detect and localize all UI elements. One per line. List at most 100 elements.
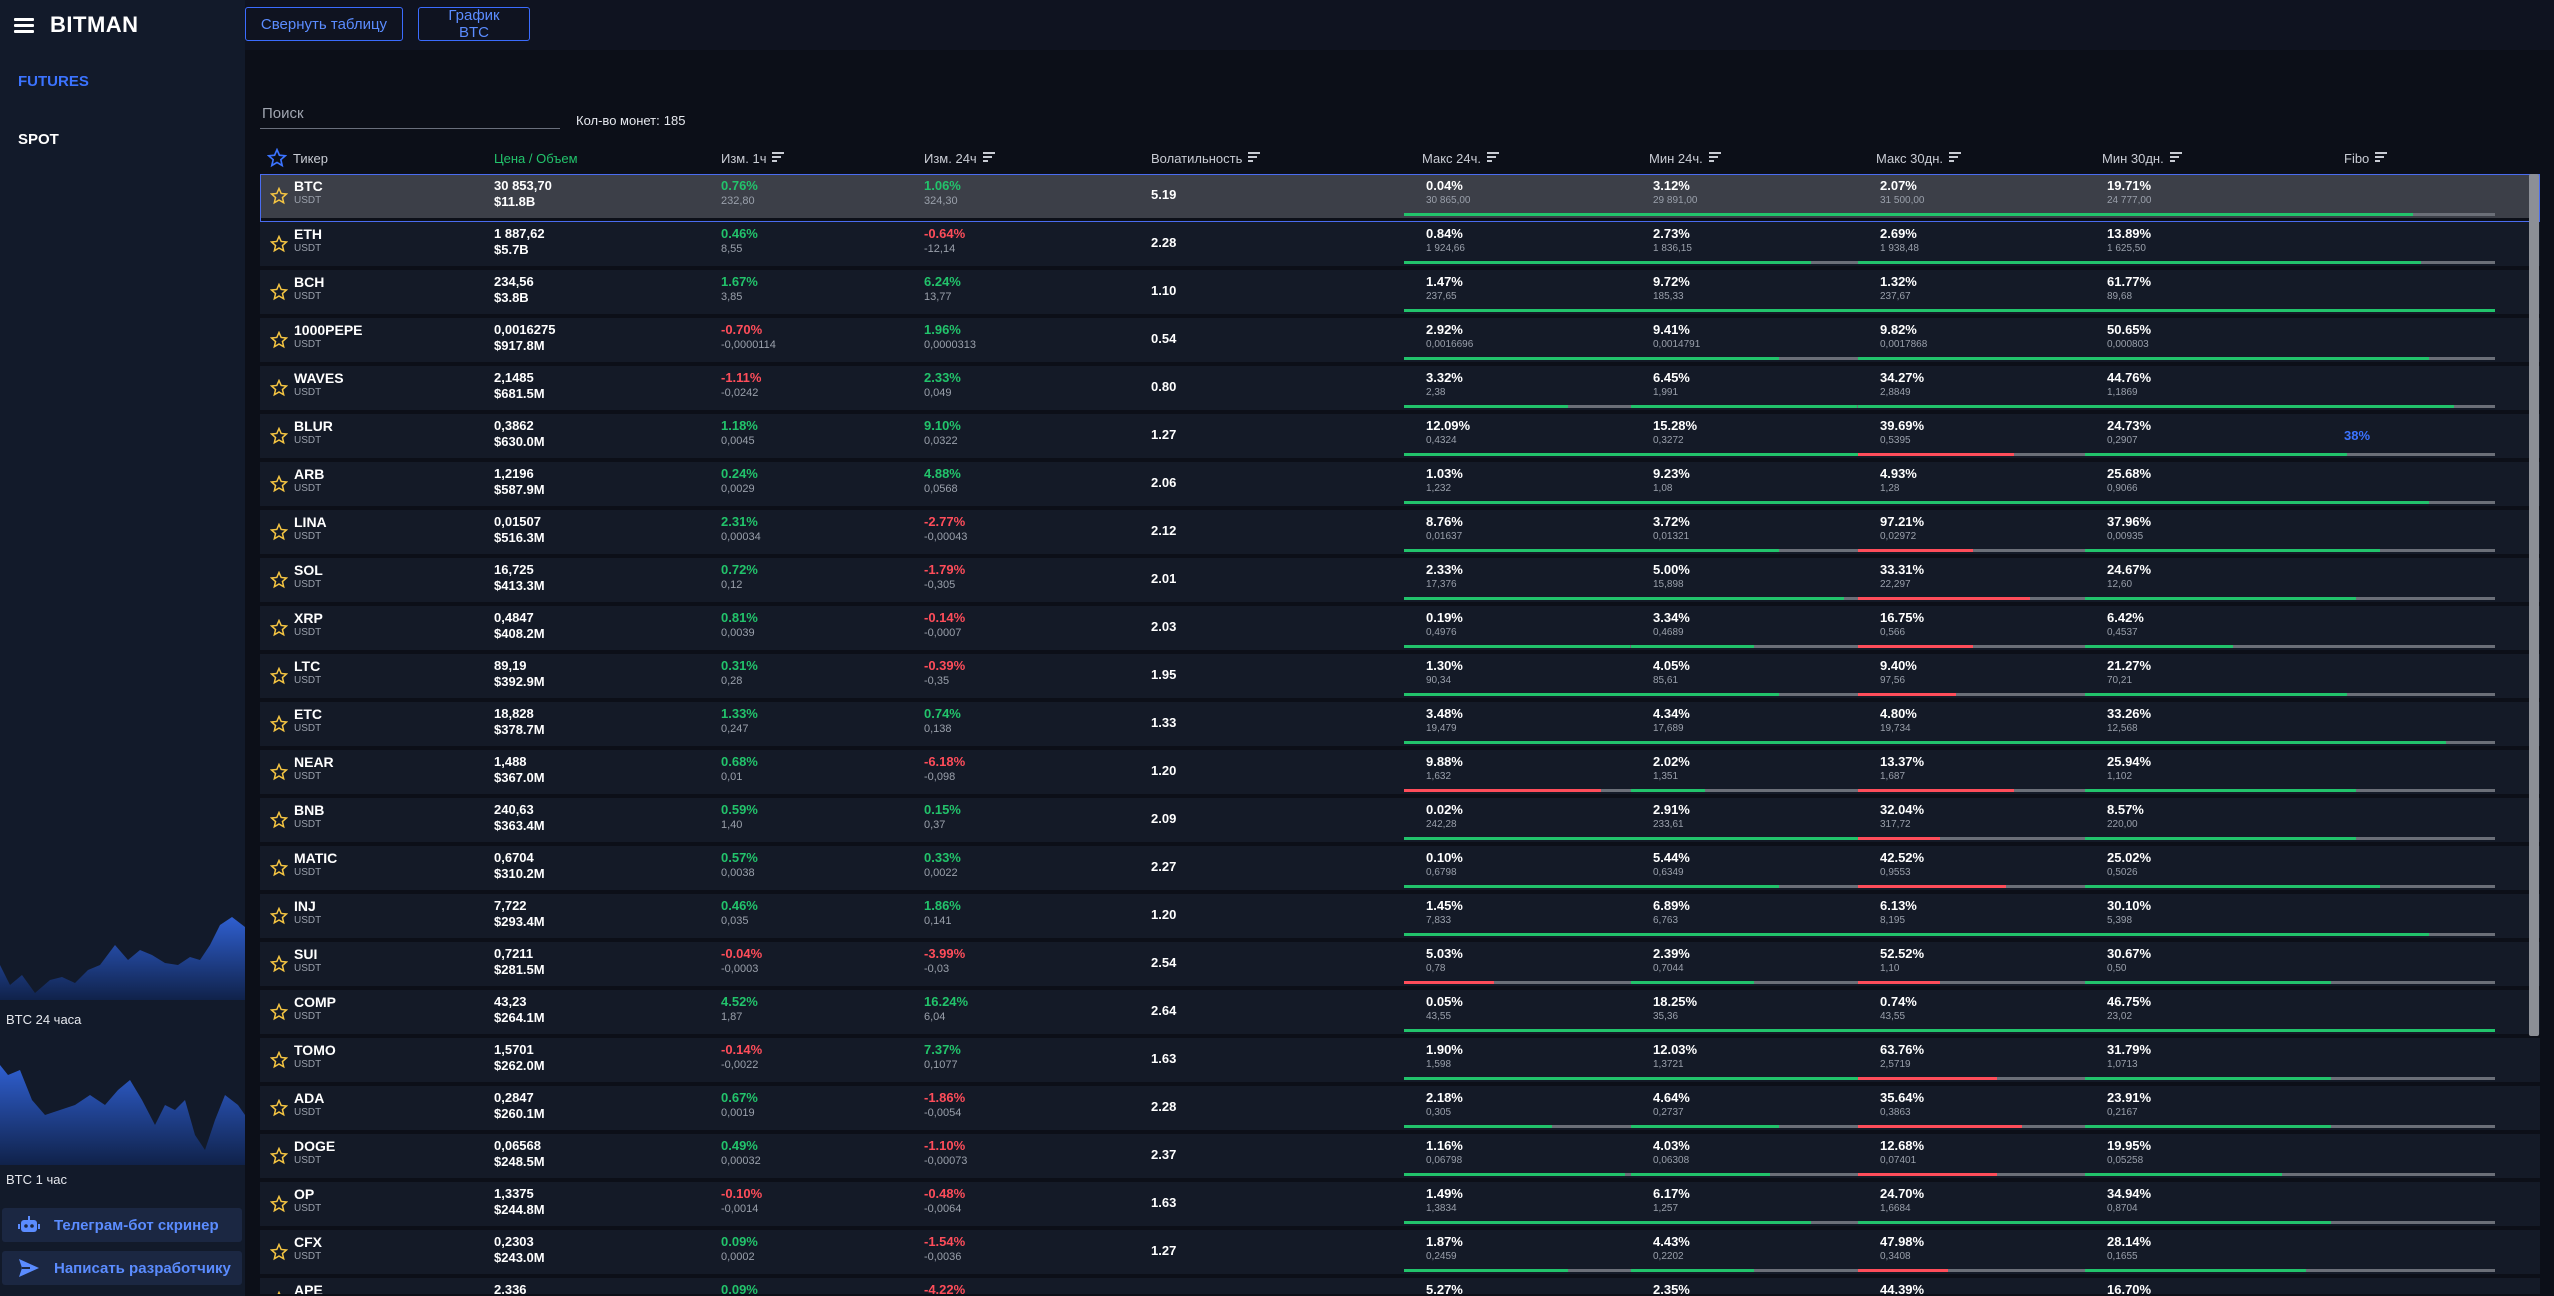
favorite-star-icon[interactable] — [270, 379, 288, 397]
table-row[interactable]: ADA USDT 0,2847 $260.1M 0.67% 0,0019 -1.86% -0,… — [260, 1086, 2540, 1134]
table-row[interactable]: APEUSDT 2,336 0.09% -4.22% 1.36 5.27% 2.35% 44.… — [260, 1278, 2540, 1294]
column-min-24h-label: Мин 24ч. — [1649, 150, 1703, 166]
favorite-star-icon[interactable] — [270, 955, 288, 973]
column-max-30d[interactable]: Макс 30дн. — [1876, 143, 1961, 173]
favorite-star-icon[interactable] — [270, 187, 288, 205]
favorites-star-icon[interactable] — [267, 148, 287, 168]
table-row[interactable]: LTC USDT 89,19 $392.9M 0.31% 0,28 -0.39% -0,35 1… — [260, 654, 2540, 702]
favorite-star-icon[interactable] — [270, 427, 288, 445]
table-row[interactable]: XRP USDT 0,4847 $408.2M 0.81% 0,0039 -0.14% -0,… — [260, 606, 2540, 654]
favorite-star-icon[interactable] — [270, 1003, 288, 1021]
column-min-30d[interactable]: Мин 30дн. — [2102, 143, 2182, 173]
table-row[interactable]: SUI USDT 0,7211 $281.5M -0.04% -0,0003 -3.99% -… — [260, 942, 2540, 990]
min-30d-cell: 16.70% — [2085, 1282, 2495, 1294]
favorite-star-icon[interactable] — [270, 763, 288, 781]
table-row[interactable]: BCH USDT 234,56 $3.8B 1.67% 3,85 6.24% 13,77 1.1… — [260, 270, 2540, 318]
volume: $681.5M — [494, 386, 545, 401]
volume: $293.4M — [494, 914, 545, 929]
column-fibo[interactable]: Fibo — [2344, 143, 2388, 173]
favorite-star-icon[interactable] — [270, 1195, 288, 1213]
favorite-star-icon[interactable] — [270, 571, 288, 589]
min-24h-range-fill — [1631, 1125, 1779, 1128]
max-24h-range-fill — [1404, 309, 1798, 312]
favorite-star-icon[interactable] — [270, 715, 288, 733]
table-row[interactable]: SOL USDT 16,725 $413.3M 0.72% 0,12 -1.79% -0,30… — [260, 558, 2540, 606]
table-row[interactable]: NEAR USDT 1,488 $367.0M 0.68% 0,01 -6.18% -0,09… — [260, 750, 2540, 798]
table-row[interactable]: BTC USDT 30 853,70 $11.8B 0.76% 232,80 1.06% 32… — [260, 174, 2540, 223]
price: 0,0016275 — [494, 322, 556, 337]
price: 0,2847 — [494, 1090, 534, 1105]
price-cell: 18,828 $378.7M — [494, 706, 545, 737]
telegram-bot-button[interactable]: Телеграм-бот скринер — [2, 1208, 242, 1242]
favorite-star-icon[interactable] — [270, 907, 288, 925]
column-change-24h[interactable]: Изм. 24ч — [924, 143, 995, 173]
favorite-star-icon[interactable] — [270, 1147, 288, 1165]
table-row[interactable]: MATIC USDT 0,6704 $310.2M 0.57% 0,0038 0.33% 0,… — [260, 846, 2540, 894]
menu-icon[interactable] — [14, 17, 34, 33]
favorite-star-icon[interactable] — [270, 859, 288, 877]
max-30d-value: 0,3863 — [1880, 1107, 1911, 1118]
collapse-table-button[interactable]: Свернуть таблицу — [245, 7, 403, 41]
favorite-star-icon[interactable] — [270, 619, 288, 637]
favorite-star-icon[interactable] — [270, 331, 288, 349]
table-row[interactable]: WAVES USDT 2,1485 $681.5M -1.11% -0,0242 2.33%… — [260, 366, 2540, 414]
table-row[interactable]: ETH USDT 1 887,62 $5.7B 0.46% 8,55 -0.64% -12,1… — [260, 222, 2540, 270]
min-24h-cell: 2.35% — [1631, 1282, 2041, 1294]
table-row[interactable]: INJ USDT 7,722 $293.4M 0.46% 0,035 1.86% 0,141 1… — [260, 894, 2540, 942]
table-row[interactable]: OP USDT 1,3375 $244.8M -0.10% -0,0014 -0.48% -0… — [260, 1182, 2540, 1230]
table-row[interactable]: BNB USDT 240,63 $363.4M 0.59% 1,40 0.15% 0,37 2.… — [260, 798, 2540, 846]
column-min-24h[interactable]: Мин 24ч. — [1649, 143, 1721, 173]
favorite-star-icon[interactable] — [270, 523, 288, 541]
ticker-quote: USDT — [294, 723, 322, 734]
table-row[interactable]: DOGE USDT 0,06568 $248.5M 0.49% 0,00032 -1.10%… — [260, 1134, 2540, 1182]
change-24h-abs: 0,0000313 — [924, 339, 976, 351]
favorite-star-icon[interactable] — [270, 1099, 288, 1117]
table-scrollbar[interactable] — [2529, 174, 2539, 1036]
table-row[interactable]: ARB USDT 1,2196 $587.9M 0.24% 0,0029 4.88% 0,05… — [260, 462, 2540, 510]
min-24h-range-bar — [1631, 501, 2041, 504]
write-developer-button[interactable]: Написать разработчику — [2, 1251, 242, 1285]
column-price[interactable]: Цена / Объем — [494, 143, 578, 173]
favorite-star-icon[interactable] — [270, 283, 288, 301]
max-24h-range-fill — [1404, 261, 1806, 264]
btc-chart-button[interactable]: График BTC — [418, 7, 530, 41]
search-input[interactable] — [260, 98, 564, 128]
favorite-star-icon[interactable] — [270, 667, 288, 685]
max-24h-range-bar — [1404, 309, 1814, 312]
table-row[interactable]: BLUR USDT 0,3862 $630.0M 1.18% 0,0045 9.10% 0,0… — [260, 414, 2540, 462]
max-30d-pct: 4.93% — [1880, 466, 1917, 481]
price-cell: 1,488 $367.0M — [494, 754, 545, 785]
max-24h-range-bar — [1404, 1125, 1814, 1128]
max-30d-range-fill — [1858, 357, 2113, 360]
favorite-star-icon[interactable] — [270, 235, 288, 253]
favorite-star-icon[interactable] — [270, 1243, 288, 1261]
column-ticker[interactable]: Тикер — [267, 143, 328, 173]
table-row[interactable]: CFX USDT 0,2303 $243.0M 0.09% 0,0002 -1.54% -0,… — [260, 1230, 2540, 1278]
favorite-star-icon[interactable] — [270, 1051, 288, 1069]
min-30d-range-fill — [2085, 981, 2331, 984]
min-24h-range-fill — [1631, 453, 1910, 456]
favorite-star-icon[interactable] — [270, 475, 288, 493]
favorite-star-icon[interactable] — [270, 811, 288, 829]
change-24h-cell: -0.48% -0,0064 — [924, 1186, 965, 1215]
max-30d-value: 8,195 — [1880, 915, 1906, 926]
min-24h-cell: 6.89% 6,763 — [1631, 898, 2041, 938]
change-1h-cell: 0.09% 0,0002 — [721, 1234, 758, 1263]
column-change-1h[interactable]: Изм. 1ч — [721, 143, 785, 173]
favorite-star-icon[interactable] — [270, 1291, 288, 1294]
table-row[interactable]: LINA USDT 0,01507 $516.3M 2.31% 0,00034 -2.77%… — [260, 510, 2540, 558]
min-24h-pct: 4.05% — [1653, 658, 1690, 673]
nav-item-futures[interactable]: FUTURES — [18, 73, 89, 90]
min-24h-cell: 2.91% 233,61 — [1631, 802, 2041, 842]
table-row[interactable]: TOMO USDT 1,5701 $262.0M -0.14% -0,0022 7.37% 0… — [260, 1038, 2540, 1086]
max-24h-cell: 1.47% 237,65 — [1404, 274, 1814, 314]
table-row[interactable]: COMP USDT 43,23 $264.1M 4.52% 1,87 16.24% 6,04 2… — [260, 990, 2540, 1038]
column-max-24h[interactable]: Макс 24ч. — [1422, 143, 1499, 173]
table-row[interactable]: ETC USDT 18,828 $378.7M 1.33% 0,247 0.74% 0,138… — [260, 702, 2540, 750]
nav-item-spot[interactable]: SPOT — [18, 131, 59, 148]
min-24h-range-bar — [1631, 549, 2041, 552]
volatility: 0.80 — [1151, 379, 1177, 394]
table-row[interactable]: 1000PEPE USDT 0,0016275 $917.8M -0.70% -0,000… — [260, 318, 2540, 366]
column-volatility[interactable]: Волатильность — [1151, 143, 1261, 173]
max-24h-cell: 1.87% 0,2459 — [1404, 1234, 1814, 1274]
